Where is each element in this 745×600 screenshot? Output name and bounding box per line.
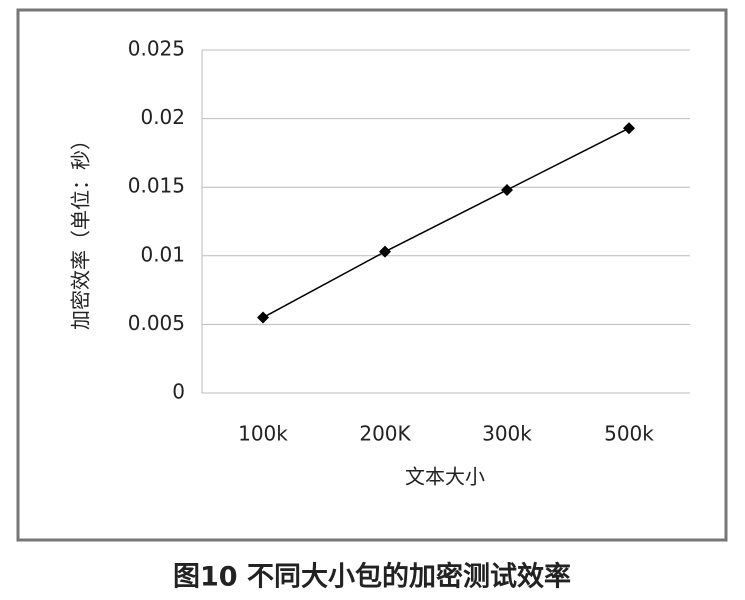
x-tick-label: 100k: [238, 422, 288, 446]
chart-frame: [16, 8, 728, 542]
y-axis-title: 加密效率（单位：秒）: [69, 130, 93, 330]
y-tick-label: 0.005: [128, 311, 185, 335]
data-point: [379, 245, 391, 258]
y-tick-label: 0.025: [128, 37, 185, 61]
data-point: [623, 122, 635, 135]
x-tick-label: 200K: [359, 422, 411, 446]
caption: 图10 不同大小包的加密测试效率: [173, 561, 571, 593]
x-axis-title: 文本大小: [405, 465, 485, 489]
data-line: [262, 127, 630, 319]
y-tick-label: 0.015: [128, 174, 185, 198]
y-tick-label: 0.02: [140, 105, 185, 129]
data-point: [257, 311, 269, 324]
x-tick-label: 300k: [482, 422, 532, 446]
x-tick-label: 500k: [604, 422, 654, 446]
y-tick-label: 0.01: [140, 242, 185, 266]
y-tick-label: 0: [172, 380, 185, 404]
data-point: [501, 183, 513, 196]
